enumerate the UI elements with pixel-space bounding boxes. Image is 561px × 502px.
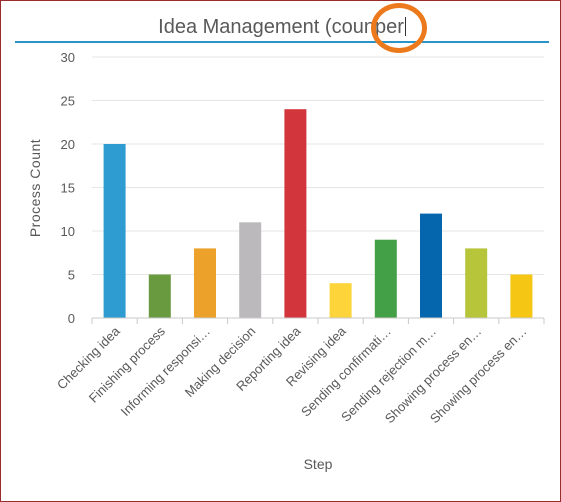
y-tick-label: 5	[68, 268, 75, 283]
bar[interactable]	[374, 239, 397, 318]
x-tick-label: Finishing process	[86, 323, 168, 405]
highlight-circle-annotation	[371, 3, 427, 53]
bar[interactable]	[465, 248, 488, 318]
x-axis-label: Step	[304, 456, 333, 472]
y-tick-label: 25	[61, 94, 75, 109]
y-axis-label: Process Count	[27, 139, 43, 237]
title-typed-text: Idea Management (coun	[158, 16, 375, 38]
y-tick-label: 0	[68, 311, 75, 326]
y-tick-labels: 0 5 10 15 20 25 30	[61, 50, 75, 326]
gridlines	[92, 56, 544, 275]
bar[interactable]	[194, 248, 216, 318]
bars	[103, 109, 533, 319]
y-tick-label: 20	[61, 137, 75, 152]
bar[interactable]	[284, 109, 307, 318]
bar[interactable]	[329, 283, 352, 318]
x-axis	[91, 317, 545, 324]
bar[interactable]	[239, 222, 262, 318]
bar[interactable]	[510, 274, 533, 319]
bar[interactable]	[103, 144, 126, 318]
y-tick-label: 15	[61, 181, 75, 196]
bar[interactable]	[420, 213, 442, 318]
y-tick-label: 10	[61, 224, 75, 239]
y-tick-label: 30	[61, 50, 75, 65]
bar[interactable]	[148, 274, 171, 319]
